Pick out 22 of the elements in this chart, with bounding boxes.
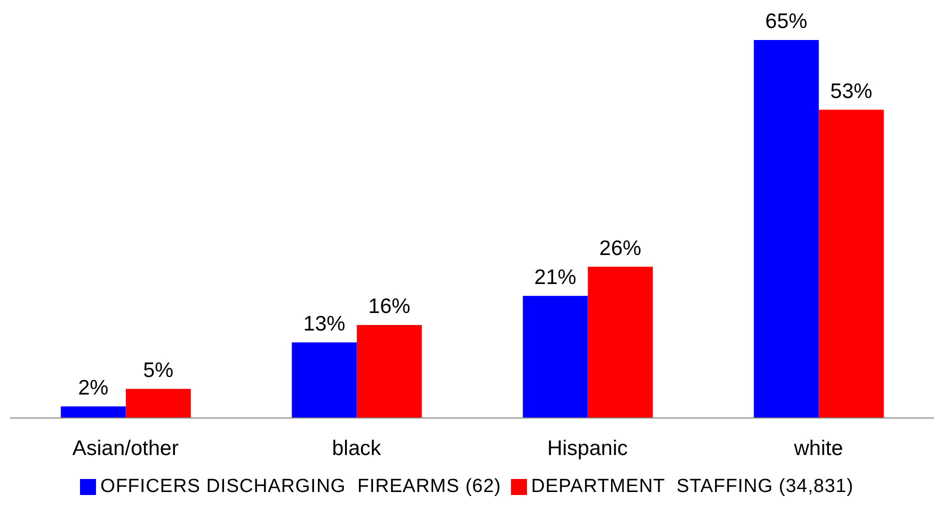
bar (818, 110, 884, 418)
bar (754, 40, 819, 418)
data-label: 13% (303, 312, 346, 336)
data-label: 53% (830, 80, 872, 103)
bar (356, 324, 422, 418)
legend-label: DEPARTMENT STAFFING (34,831) (531, 476, 854, 497)
bar (60, 406, 126, 418)
data-label: 65% (765, 10, 808, 33)
data-label: 2% (78, 376, 108, 400)
x-tick-label: Hispanic (547, 436, 628, 460)
x-tick-label: black (332, 436, 382, 460)
data-label: 16% (368, 294, 410, 318)
bar (522, 296, 588, 418)
bar (126, 388, 191, 418)
bar (292, 342, 357, 418)
data-label: 5% (143, 358, 174, 382)
data-label: 26% (599, 236, 642, 260)
x-tick-label: Asian/other (72, 436, 179, 460)
x-tick-label: white (792, 436, 844, 460)
data-label: 21% (534, 266, 576, 289)
legend-label: OFFICERS DISCHARGING FIREARMS (62) (100, 476, 502, 497)
bar (588, 266, 653, 418)
